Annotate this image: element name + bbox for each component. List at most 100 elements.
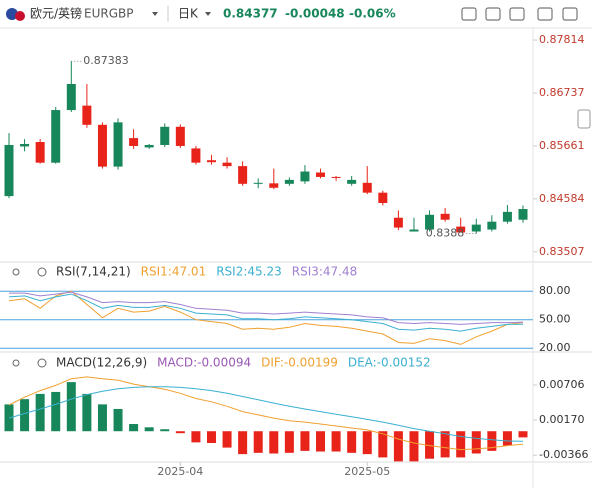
indicator-line: [8, 290, 524, 345]
price: 0.84377: [223, 7, 278, 21]
macd-bar: [253, 431, 263, 453]
dropdown-arrow[interactable]: [205, 12, 211, 16]
legend-entry: RSI3:47.48: [292, 265, 358, 279]
candle-body: [129, 138, 139, 146]
macd-bar: [35, 393, 45, 432]
indicator-line: [9, 291, 524, 325]
candle-body: [175, 126, 185, 146]
candle-body: [97, 124, 107, 167]
macd-bar: [502, 431, 512, 446]
macd-bar: [222, 431, 232, 448]
change-pct: -0.06%: [349, 7, 396, 21]
macd-bar: [362, 431, 372, 455]
change: -0.00048: [285, 7, 345, 21]
legend-entry: RSI2:45.23: [216, 265, 282, 279]
candle-body: [487, 221, 497, 230]
tool-button[interactable]: [509, 7, 525, 21]
macd-bar: [238, 431, 248, 455]
candle-body: [502, 211, 512, 222]
indicator-line: [8, 376, 524, 451]
indicator-line: [8, 386, 524, 442]
flag-icon: [6, 8, 18, 20]
candle-body: [51, 110, 61, 163]
macd-bar: [97, 404, 107, 432]
legend-entry: DEA:-0.00152: [348, 356, 431, 370]
macd-bar: [66, 382, 76, 432]
candle-body: [66, 84, 76, 111]
side-button[interactable]: [577, 109, 591, 129]
y-tick-label: 0.86737: [539, 86, 585, 99]
eye-icon[interactable]: [12, 359, 20, 367]
y-tick-label: 80.00: [539, 284, 571, 297]
macd-bar: [191, 431, 201, 443]
tool-button[interactable]: [461, 7, 477, 21]
macd-bar: [113, 408, 123, 432]
visibility-icon[interactable]: [37, 267, 47, 277]
pair-name[interactable]: 欧元/英镑: [30, 6, 82, 21]
macd-bar: [456, 431, 466, 458]
macd-bar: [300, 431, 310, 451]
candle-body: [253, 182, 263, 184]
candle-body: [440, 213, 450, 220]
high-annotation: 0.87383: [83, 54, 129, 67]
y-tick-label: 0.00706: [539, 378, 585, 391]
y-tick-label: 0.84584: [539, 192, 585, 205]
macd-bar: [409, 431, 419, 462]
macd-bar: [284, 431, 294, 453]
macd-bar: [518, 431, 528, 438]
candle-body: [316, 172, 326, 177]
y-tick-label: 50.00: [539, 313, 571, 326]
x-tick-label: 2025-04: [157, 465, 203, 478]
period[interactable]: 日K: [178, 7, 199, 21]
tool-button[interactable]: [485, 7, 501, 21]
candle-body: [238, 166, 248, 184]
candle-body: [518, 209, 528, 220]
eye-icon[interactable]: [12, 268, 20, 276]
candle-body: [471, 224, 481, 232]
candle-body: [144, 144, 154, 148]
y-tick-label: 0.87814: [539, 33, 585, 46]
indicator-title: RSI(7,14,21): [56, 265, 131, 279]
macd-bar: [378, 431, 388, 458]
macd-bar: [393, 431, 403, 462]
macd-bar: [471, 431, 481, 454]
candle-body: [113, 122, 123, 167]
tool-button[interactable]: [537, 7, 553, 21]
legend-entry: MACD:-0.00094: [157, 356, 251, 370]
indicator-title: MACD(12,26,9): [56, 356, 147, 370]
visibility-icon[interactable]: [37, 358, 47, 368]
candle-body: [300, 171, 310, 182]
dropdown-arrow[interactable]: [152, 12, 158, 16]
tool-button[interactable]: [562, 7, 578, 21]
candle-body: [206, 160, 216, 163]
macd-bar: [331, 431, 341, 452]
flag-icon: [15, 11, 25, 21]
candle-body: [331, 176, 341, 178]
candle-body: [362, 182, 372, 193]
candle-body: [20, 143, 30, 147]
indicator-line: [8, 293, 524, 332]
y-tick-label: -0.00366: [539, 448, 588, 461]
macd-bar: [425, 431, 435, 459]
macd-bar: [347, 431, 357, 453]
candle-body: [347, 179, 357, 184]
macd-bar: [144, 427, 154, 432]
candle-body: [456, 226, 466, 233]
candle-body: [35, 142, 45, 163]
macd-bar: [440, 431, 450, 458]
candle-body: [4, 144, 14, 197]
candle-body: [409, 229, 419, 232]
candle-body: [269, 183, 279, 188]
candle-body: [393, 217, 403, 228]
legend-entry: RSI1:47.01: [141, 265, 207, 279]
macd-bar: [82, 393, 92, 432]
y-tick-label: 0.00170: [539, 413, 585, 426]
macd-bar: [160, 429, 170, 432]
candle-body: [378, 192, 388, 203]
symbol[interactable]: EURGBP: [84, 7, 133, 21]
candle-body: [284, 179, 294, 184]
macd-bar: [269, 431, 279, 454]
macd-bar: [51, 391, 61, 432]
macd-bar: [206, 431, 216, 444]
